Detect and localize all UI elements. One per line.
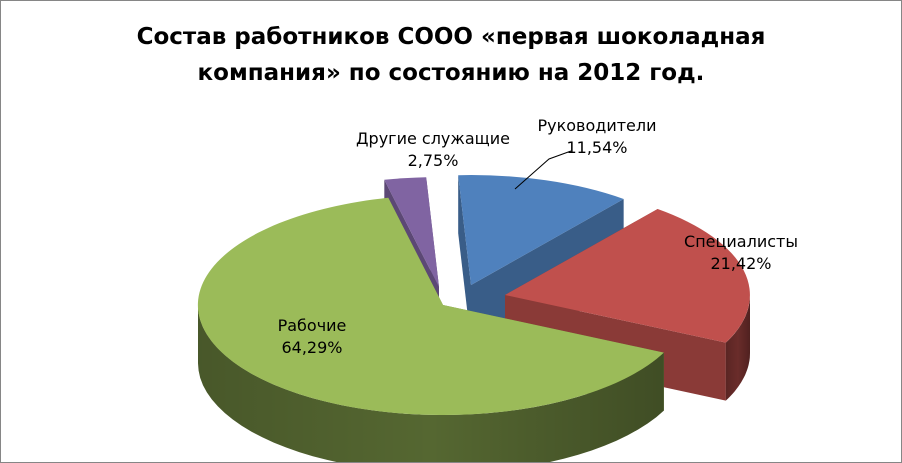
slice-label-value: 64,29% (281, 338, 342, 357)
slice-label-2: Специалисты 21,42% (684, 232, 798, 273)
slice-label-4: Другие служащие 2,75% (356, 129, 510, 170)
slice-label-name: Специалисты (684, 232, 798, 251)
slice-label-3: Рабочие 64,29% (278, 316, 347, 357)
slice-label-value: 11,54% (566, 138, 627, 157)
slice-label-name: Рабочие (278, 316, 347, 335)
slice-label-name: Руководители (537, 116, 656, 135)
chart-title-line-1: Состав работников СООО «первая шоколадна… (136, 24, 766, 50)
slice-side-shade-3 (198, 305, 664, 462)
slice-side-shade-2 (725, 294, 750, 401)
labels-layer: Руководители 11,54% Специалисты 21,42% Рабоч… (278, 116, 798, 357)
pie-slice-3 (197, 197, 664, 462)
slices-layer (197, 175, 750, 462)
slice-label-1: Руководители 11,54% (537, 116, 656, 157)
slice-top-2 (505, 209, 750, 343)
slice-label-value: 2,75% (408, 151, 459, 170)
leader-line-1 (514, 150, 572, 190)
slice-top-4 (384, 177, 439, 287)
slice-label-value: 21,42% (710, 254, 771, 273)
chart-title: Состав работников СООО «первая шоколадна… (1, 19, 901, 91)
slice-top-1 (458, 175, 624, 285)
slice-wall-1-1 (458, 175, 471, 343)
slice-top-3 (197, 197, 664, 416)
chart-title-line-2: компания» по состоянию на 2012 год. (197, 60, 705, 86)
slice-label-name: Другие служащие (356, 129, 510, 148)
